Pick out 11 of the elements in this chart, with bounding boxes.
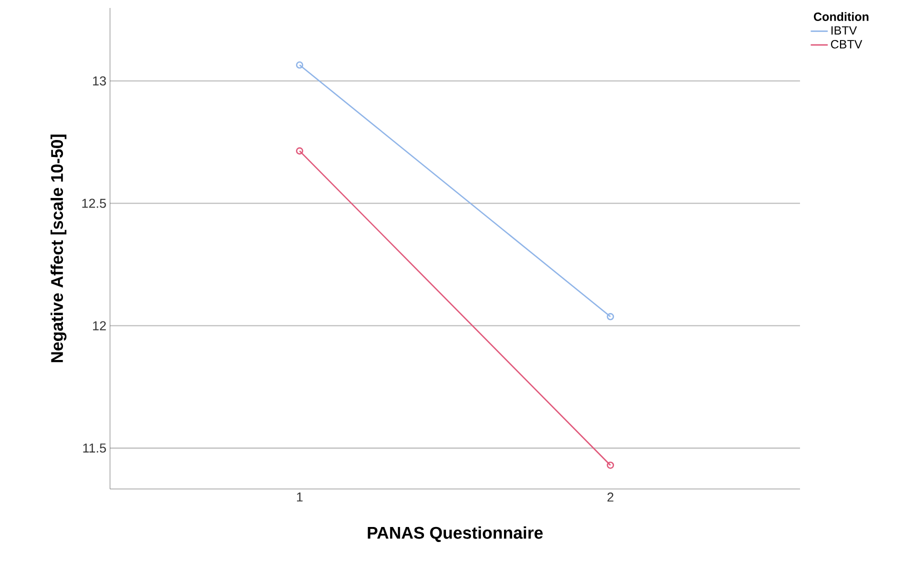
legend-label: CBTV xyxy=(831,40,862,48)
y-tick-label: 12 xyxy=(93,321,106,330)
y-tick-label: 12.5 xyxy=(82,198,106,208)
y-tick-label: 11.5 xyxy=(83,444,106,453)
x-tick-label: 1 xyxy=(296,492,303,502)
legend-label: IBTV xyxy=(832,26,857,35)
y-tick-label: 13 xyxy=(93,76,106,86)
y-axis-title: Negative Affect [scale 10-50] xyxy=(50,134,66,362)
x-tick-label: 2 xyxy=(607,492,614,502)
x-axis-title: PANAS Questionnaire xyxy=(368,526,543,542)
legend-title: Condition xyxy=(814,12,868,21)
